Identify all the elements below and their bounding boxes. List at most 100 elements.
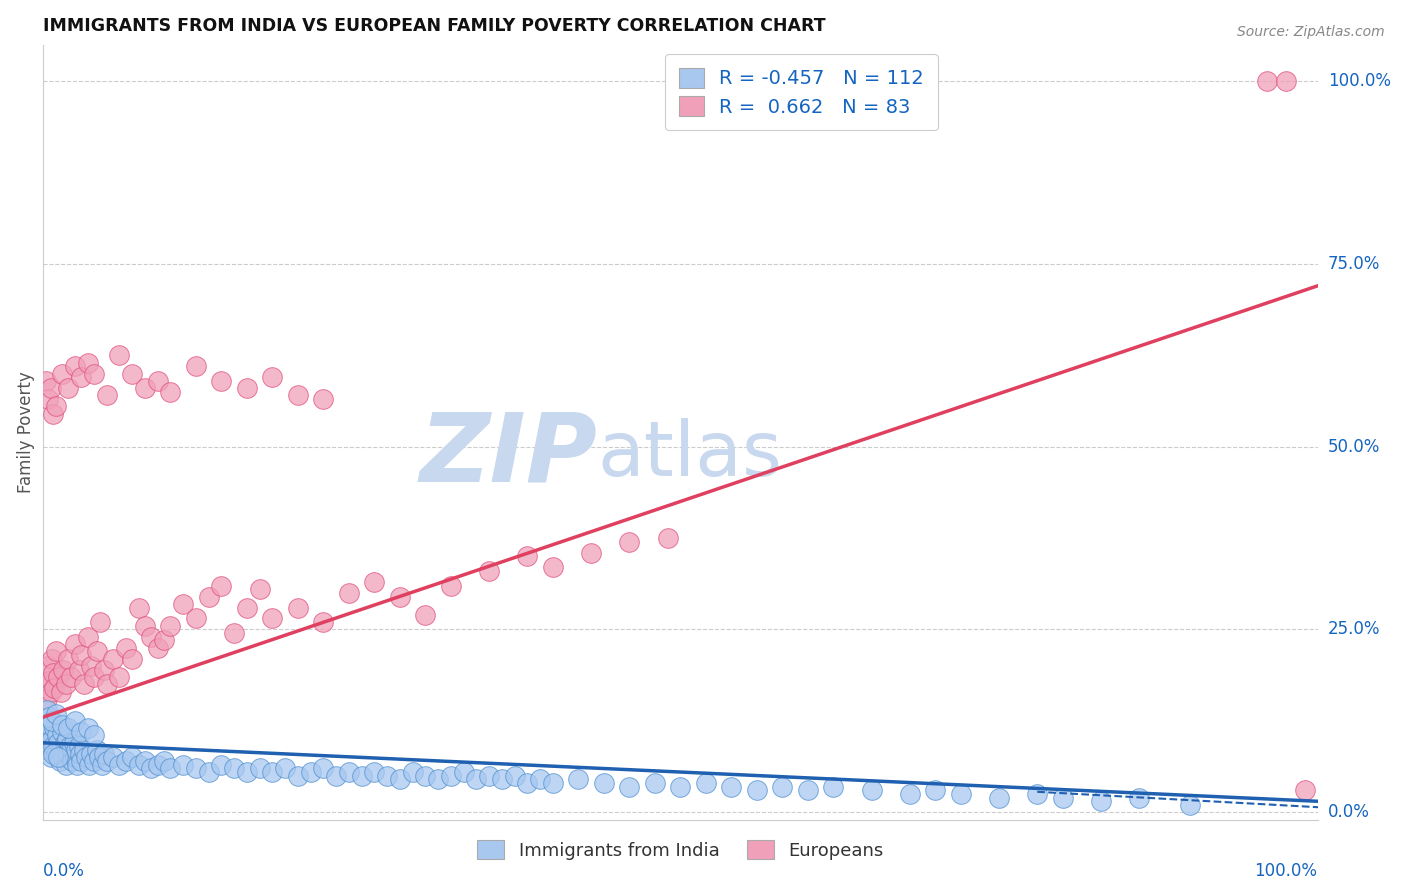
Point: [128, 600, 150, 615]
Point: [949, 787, 972, 801]
Point: [52, 663, 75, 677]
Point: [34, 677, 56, 691]
Point: [86, 743, 108, 757]
Point: [70, 648, 93, 662]
Point: [860, 783, 883, 797]
Point: [159, 619, 181, 633]
Point: [80, 747, 103, 761]
Point: [35, 703, 58, 717]
Point: [34, 374, 56, 388]
Point: [41, 732, 63, 747]
Point: [101, 651, 124, 665]
Point: [38, 673, 60, 688]
Point: [49, 743, 72, 757]
Point: [478, 564, 501, 578]
Point: [128, 757, 150, 772]
Point: [146, 374, 169, 388]
Point: [579, 546, 602, 560]
Point: [46, 736, 69, 750]
Point: [745, 783, 768, 797]
Point: [363, 574, 385, 589]
Point: [58, 721, 80, 735]
Point: [73, 677, 96, 691]
Point: [96, 388, 118, 402]
Point: [66, 757, 89, 772]
Point: [211, 578, 233, 592]
Point: [401, 765, 423, 780]
Point: [287, 600, 309, 615]
Point: [41, 714, 63, 728]
Point: [60, 754, 83, 768]
Y-axis label: Family Poverty: Family Poverty: [17, 371, 35, 493]
Point: [153, 754, 176, 768]
Text: 100.0%: 100.0%: [1254, 863, 1317, 880]
Point: [1052, 790, 1074, 805]
Point: [46, 750, 69, 764]
Text: 75.0%: 75.0%: [1327, 255, 1381, 273]
Point: [1128, 790, 1150, 805]
Point: [93, 663, 115, 677]
Text: atlas: atlas: [598, 418, 782, 492]
Point: [211, 374, 233, 388]
Point: [184, 761, 207, 775]
Point: [141, 761, 163, 775]
Point: [491, 772, 513, 787]
Point: [45, 747, 67, 761]
Point: [325, 769, 347, 783]
Point: [823, 780, 845, 794]
Point: [39, 381, 62, 395]
Point: [42, 407, 65, 421]
Point: [42, 739, 65, 754]
Point: [415, 769, 437, 783]
Point: [337, 765, 360, 780]
Point: [262, 765, 284, 780]
Point: [211, 757, 233, 772]
Point: [83, 670, 105, 684]
Point: [388, 772, 411, 787]
Legend: Immigrants from India, Europeans: Immigrants from India, Europeans: [468, 831, 893, 869]
Point: [108, 757, 131, 772]
Point: [478, 769, 501, 783]
Point: [415, 607, 437, 622]
Point: [76, 630, 98, 644]
Point: [63, 359, 86, 374]
Point: [52, 750, 75, 764]
Point: [80, 659, 103, 673]
Point: [669, 780, 692, 794]
Point: [41, 651, 63, 665]
Point: [87, 750, 110, 764]
Point: [108, 670, 131, 684]
Point: [312, 615, 335, 629]
Point: [121, 750, 143, 764]
Point: [592, 776, 614, 790]
Point: [53, 736, 76, 750]
Point: [146, 640, 169, 655]
Point: [1026, 787, 1049, 801]
Point: [440, 578, 463, 592]
Point: [76, 721, 98, 735]
Point: [58, 747, 80, 761]
Point: [34, 736, 56, 750]
Point: [312, 761, 335, 775]
Point: [720, 780, 742, 794]
Point: [70, 724, 93, 739]
Point: [770, 780, 793, 794]
Point: [249, 761, 271, 775]
Point: [60, 670, 83, 684]
Point: [1178, 797, 1201, 812]
Point: [93, 747, 115, 761]
Point: [619, 534, 641, 549]
Point: [38, 710, 60, 724]
Point: [134, 381, 156, 395]
Point: [49, 684, 72, 698]
Point: [262, 370, 284, 384]
Point: [898, 787, 921, 801]
Point: [465, 772, 488, 787]
Point: [619, 780, 641, 794]
Point: [42, 666, 65, 681]
Point: [287, 769, 309, 783]
Point: [73, 743, 96, 757]
Point: [65, 743, 87, 757]
Point: [503, 769, 526, 783]
Point: [184, 359, 207, 374]
